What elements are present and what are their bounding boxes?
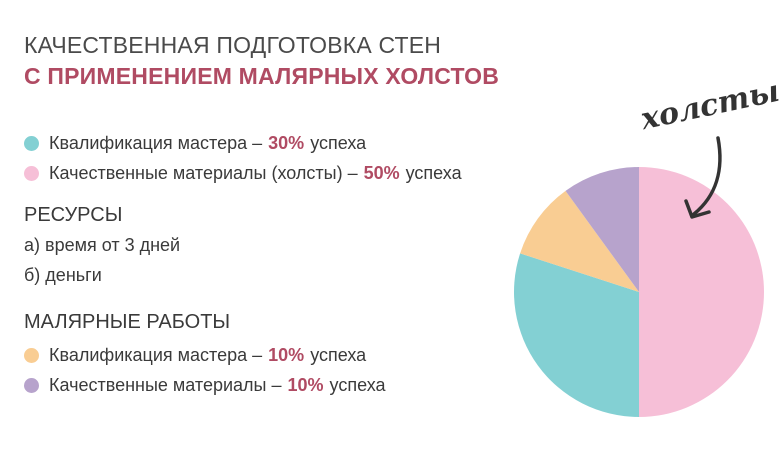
legend-suffix: успеха <box>310 133 367 153</box>
legend-suffix: успеха <box>329 375 386 395</box>
legend-dot <box>24 136 39 151</box>
legend-suffix: успеха <box>310 345 367 365</box>
legend-suffix: успеха <box>405 163 462 183</box>
legend-dot <box>24 378 39 393</box>
resources-heading: РЕСУРСЫ <box>24 204 123 226</box>
legend-label: Качественные материалы (холсты) – <box>49 163 358 183</box>
legend-item-paint-materials: Качественные материалы – 10% успеха <box>24 375 386 396</box>
resources-line-2: б) деньги <box>24 265 102 285</box>
legend-label: Качественные материалы – <box>49 375 282 395</box>
legend-percent: 10% <box>287 375 324 395</box>
legend-item-master: Квалификация мастера – 30% успеха <box>24 133 366 154</box>
title-line-1: КАЧЕСТВЕННАЯ ПОДГОТОВКА СТЕН <box>24 32 442 58</box>
legend-dot <box>24 166 39 181</box>
legend-percent: 50% <box>363 163 400 183</box>
legend-label: Квалификация мастера – <box>49 345 263 365</box>
legend-item-materials: Качественные материалы (холсты) – 50% ус… <box>24 163 462 184</box>
resources-line-1: а) время от 3 дней <box>24 235 181 255</box>
pie-slices <box>514 167 764 417</box>
pie-slice-1 <box>639 167 764 417</box>
title-line-2: С ПРИМЕНЕНИЕМ МАЛЯРНЫХ ХОЛСТОВ <box>24 63 500 89</box>
pie-slice-3 <box>520 190 639 292</box>
annotation-arrowhead <box>684 199 711 219</box>
painting-works-heading: МАЛЯРНЫЕ РАБОТЫ <box>24 311 231 333</box>
annotation-arrow <box>692 136 722 216</box>
pie-slice-4 <box>565 167 639 292</box>
legend-percent: 10% <box>268 345 305 365</box>
legend-dot <box>24 348 39 363</box>
legend-item-painter: Квалификация мастера – 10% успеха <box>24 345 366 366</box>
legend-percent: 30% <box>268 133 305 153</box>
pie-slice-2 <box>514 253 639 417</box>
legend-label: Квалификация мастера – <box>49 133 263 153</box>
